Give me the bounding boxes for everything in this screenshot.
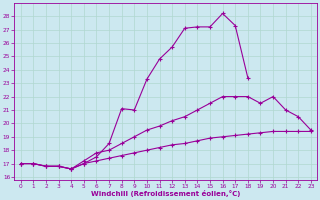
X-axis label: Windchill (Refroidissement éolien,°C): Windchill (Refroidissement éolien,°C): [91, 190, 241, 197]
